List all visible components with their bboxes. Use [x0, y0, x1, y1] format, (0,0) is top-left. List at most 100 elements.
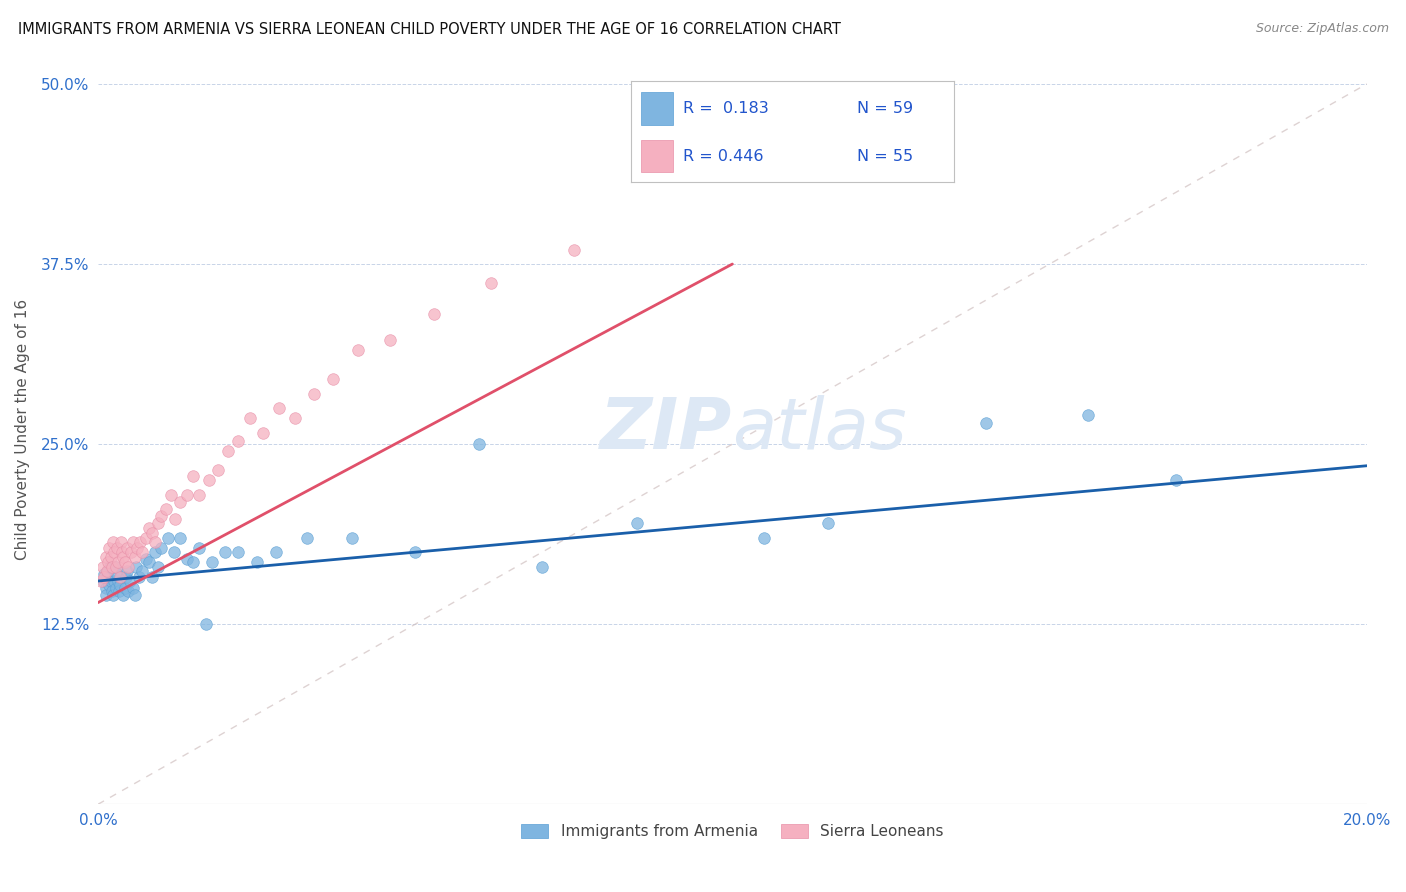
Point — [115, 541, 138, 555]
Point — [626, 516, 648, 531]
Point — [141, 526, 163, 541]
Point — [207, 463, 229, 477]
Point — [378, 334, 401, 348]
Point — [148, 559, 170, 574]
Point — [127, 541, 149, 555]
Point — [169, 531, 191, 545]
Point — [267, 401, 290, 416]
Point — [105, 566, 128, 581]
Point — [105, 541, 128, 555]
Point — [91, 574, 114, 588]
Point — [201, 555, 224, 569]
Point — [150, 541, 173, 555]
Point — [121, 535, 143, 549]
Point — [347, 343, 370, 358]
Point — [128, 570, 150, 584]
Point — [181, 468, 204, 483]
Point — [94, 581, 117, 595]
Point — [148, 516, 170, 531]
Point — [138, 555, 160, 569]
Point — [1166, 473, 1188, 487]
Point — [1077, 409, 1099, 423]
Point — [103, 574, 125, 588]
Point — [198, 473, 221, 487]
Point — [188, 487, 211, 501]
Point — [128, 535, 150, 549]
Point — [90, 574, 112, 588]
Point — [302, 386, 325, 401]
Point — [245, 555, 267, 569]
Point — [110, 535, 132, 549]
Text: Source: ZipAtlas.com: Source: ZipAtlas.com — [1256, 22, 1389, 36]
Point — [423, 308, 446, 322]
Point — [143, 535, 166, 549]
Point — [112, 588, 135, 602]
Point — [252, 425, 274, 440]
Point — [98, 541, 121, 555]
Text: IMMIGRANTS FROM ARMENIA VS SIERRA LEONEAN CHILD POVERTY UNDER THE AGE OF 16 CORR: IMMIGRANTS FROM ARMENIA VS SIERRA LEONEA… — [18, 22, 841, 37]
Point — [817, 516, 839, 531]
Point — [752, 531, 775, 545]
Point — [93, 566, 115, 581]
Point — [322, 372, 344, 386]
Text: ZIP: ZIP — [600, 395, 733, 464]
Point — [479, 276, 502, 290]
Point — [121, 581, 143, 595]
Point — [107, 555, 129, 569]
Text: atlas: atlas — [733, 395, 907, 464]
Point — [114, 555, 136, 569]
Point — [112, 549, 135, 564]
Point — [108, 584, 131, 599]
Point — [188, 541, 211, 555]
Point — [93, 570, 115, 584]
Point — [340, 531, 363, 545]
Point — [117, 584, 139, 599]
Point — [98, 559, 121, 574]
Point — [115, 564, 138, 578]
Point — [264, 545, 287, 559]
Point — [101, 559, 124, 574]
Y-axis label: Child Poverty Under the Age of 16: Child Poverty Under the Age of 16 — [15, 299, 30, 560]
Point — [165, 512, 187, 526]
Point — [114, 581, 136, 595]
Point — [108, 578, 131, 592]
Point — [143, 545, 166, 559]
Point — [214, 545, 236, 559]
Point — [100, 574, 122, 588]
Point — [108, 570, 131, 584]
Point — [562, 243, 585, 257]
Point — [141, 570, 163, 584]
Point — [125, 559, 148, 574]
Point — [181, 555, 204, 569]
Point — [120, 545, 142, 559]
Point — [160, 487, 183, 501]
Point — [124, 549, 146, 564]
Point — [103, 545, 125, 559]
Point — [239, 411, 262, 425]
Point — [226, 434, 249, 449]
Point — [118, 574, 141, 588]
Point — [135, 531, 157, 545]
Point — [104, 559, 127, 574]
Point — [111, 545, 134, 559]
Point — [150, 509, 173, 524]
Point — [96, 570, 118, 584]
Point — [131, 545, 153, 559]
Point — [124, 588, 146, 602]
Point — [110, 570, 132, 584]
Point — [297, 531, 319, 545]
Point — [131, 564, 153, 578]
Point — [101, 535, 124, 549]
Point — [91, 559, 114, 574]
Point — [97, 555, 120, 569]
Point — [176, 487, 198, 501]
Point — [156, 531, 179, 545]
Point — [97, 564, 120, 578]
Point — [163, 545, 186, 559]
Point — [138, 521, 160, 535]
Point — [467, 437, 489, 451]
Point — [974, 416, 997, 430]
Point — [135, 552, 157, 566]
Point — [169, 495, 191, 509]
Point — [226, 545, 249, 559]
